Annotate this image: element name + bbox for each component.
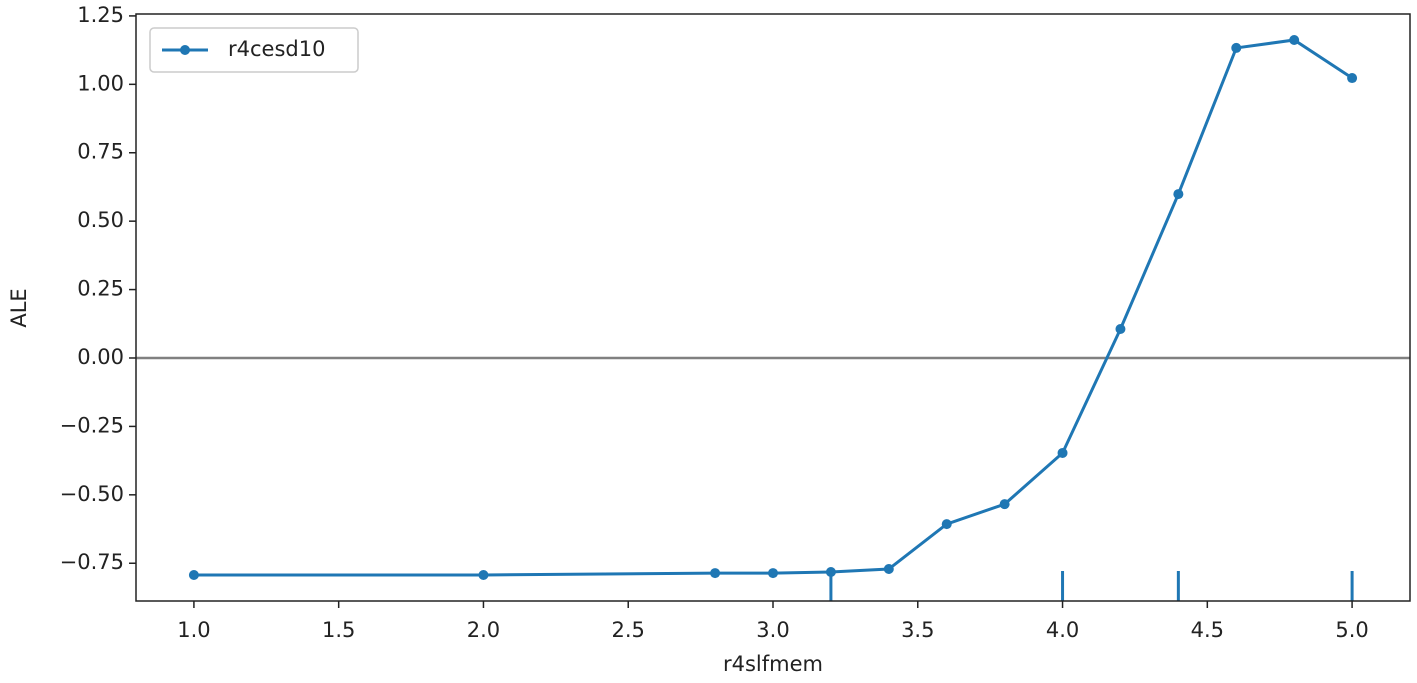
plot-frame: [135, 13, 1411, 602]
point: [1057, 447, 1068, 458]
point: [941, 519, 952, 530]
x-tick-label: 4.5: [1191, 618, 1224, 642]
x-tick-label: 4.0: [1046, 618, 1079, 642]
point: [478, 570, 489, 581]
y-tick-label: 0.75: [77, 140, 124, 164]
legend-marker: [180, 45, 190, 55]
x-axis-label: r4slfmem: [723, 652, 823, 676]
x-tick-label: 3.5: [901, 618, 934, 642]
point: [999, 499, 1010, 510]
y-tick-label: 1.25: [77, 3, 124, 27]
y-tick-label: −0.50: [60, 482, 124, 506]
y-tick-label: −0.25: [60, 413, 124, 437]
x-tick-label: 5.0: [1335, 618, 1368, 642]
point: [1347, 73, 1358, 84]
x-tick-label: 3.0: [756, 618, 789, 642]
point: [768, 568, 778, 579]
point: [825, 566, 836, 577]
point: [1289, 34, 1300, 45]
point: [883, 563, 894, 574]
series-line: [193, 38, 1353, 577]
legend-box: [149, 27, 359, 73]
point: [1231, 42, 1242, 53]
x-tick-label: 2.0: [467, 618, 500, 642]
y-tick-label: 1.00: [77, 71, 124, 95]
y-tick-label: 0.00: [77, 345, 124, 369]
point: [188, 570, 199, 581]
point: [1173, 189, 1184, 200]
y-tick-label: 0.50: [77, 208, 124, 232]
point: [710, 568, 721, 579]
x-tick-label: 1.5: [322, 618, 355, 642]
y-tick-label: 0.25: [77, 277, 124, 301]
legend-label: r4cesd10: [228, 37, 325, 61]
x-tick-label: 1.0: [177, 618, 210, 642]
y-tick-label: −0.75: [60, 550, 124, 574]
x-tick-label: 2.5: [612, 618, 645, 642]
point: [1115, 323, 1126, 334]
y-axis-label: ALE: [7, 288, 31, 327]
